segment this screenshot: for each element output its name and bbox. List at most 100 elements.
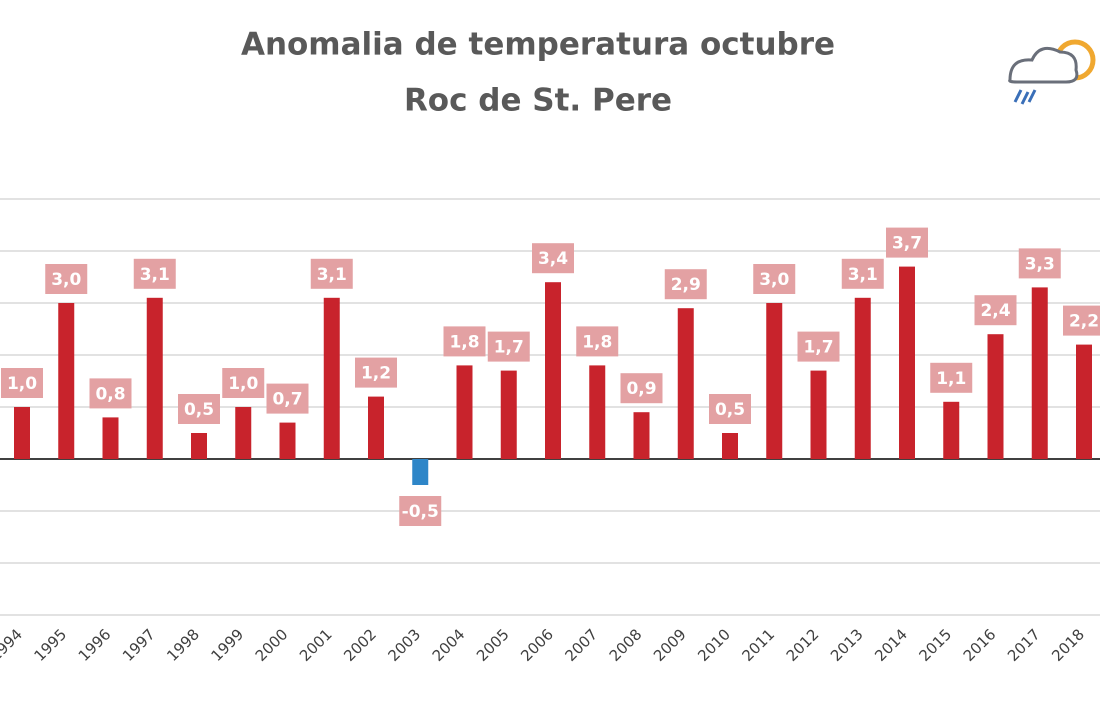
x-tick-label: 2015	[916, 625, 956, 665]
value-label: 1,0	[7, 374, 37, 394]
x-tick-label: 2013	[827, 625, 867, 665]
bar	[987, 334, 1004, 459]
x-tick-label: 2018	[1048, 625, 1088, 665]
value-label: 0,9	[626, 379, 656, 399]
value-label-box	[532, 243, 574, 274]
value-label-box	[1063, 305, 1100, 336]
x-tick-label: 2006	[517, 625, 557, 665]
x-tick-label: 2016	[960, 625, 1000, 665]
value-label-box	[797, 331, 840, 362]
value-label: 3,1	[140, 265, 170, 285]
value-label-box	[45, 264, 88, 294]
value-label: 1,8	[449, 332, 479, 352]
value-label-box	[974, 295, 1017, 326]
value-label-box	[310, 258, 353, 289]
bar	[102, 417, 119, 459]
bar	[633, 412, 650, 459]
value-label: 1,7	[494, 338, 524, 358]
x-tick-label: 2003	[385, 625, 425, 665]
bar	[589, 365, 606, 459]
value-label-box	[709, 394, 751, 424]
value-label: 3,3	[1025, 254, 1055, 274]
bar	[323, 297, 340, 459]
value-label-box	[1018, 248, 1061, 279]
value-label: 2,4	[980, 301, 1010, 321]
value-label: 0,5	[715, 400, 745, 420]
x-tick-label: 2011	[739, 625, 779, 665]
value-label-box	[841, 258, 884, 289]
value-label-box	[89, 378, 132, 409]
x-tick-label: 1998	[163, 625, 203, 665]
bar	[456, 365, 473, 459]
bar	[854, 297, 871, 459]
x-tick-label: 2010	[694, 625, 734, 665]
value-label-box	[886, 227, 928, 258]
value-label-box	[576, 326, 619, 357]
bar	[412, 459, 429, 485]
x-tick-label: 2008	[606, 625, 646, 665]
value-label-box	[178, 394, 220, 424]
x-tick-label: 2004	[429, 625, 469, 665]
bar	[722, 433, 738, 459]
x-tick-label: 2012	[783, 625, 823, 665]
bar	[899, 266, 915, 459]
chart-title: Anomalia de temperatura octubre	[241, 27, 835, 63]
x-tick-label: 1996	[75, 625, 115, 665]
x-tick-label: 2005	[473, 625, 513, 665]
bar	[1076, 344, 1092, 459]
value-label: 3,0	[759, 270, 789, 290]
x-tick-label: 2002	[340, 625, 380, 665]
value-label-box	[753, 264, 796, 294]
value-label-box	[1, 368, 43, 398]
bar	[1031, 287, 1048, 459]
value-label-box	[443, 326, 486, 357]
x-tick-label: 2017	[1004, 625, 1044, 665]
value-label-box	[930, 362, 973, 393]
bar	[766, 303, 783, 459]
value-label-box	[266, 383, 309, 414]
chart-subtitle: Roc de St. Pere	[404, 83, 672, 119]
value-label-box	[133, 258, 176, 289]
value-label: 3,1	[848, 265, 878, 285]
value-label: 0,7	[272, 390, 302, 410]
value-label: -0,5	[402, 502, 439, 522]
value-label-box	[487, 331, 530, 362]
value-label: 1,7	[803, 338, 833, 358]
bar	[14, 407, 30, 459]
bar	[146, 297, 163, 459]
value-label: 3,0	[51, 270, 81, 290]
value-label: 2,2	[1069, 312, 1099, 332]
bar	[58, 303, 75, 459]
value-label: 3,7	[892, 234, 922, 254]
value-label: 1,2	[361, 364, 391, 384]
value-label-box	[355, 357, 397, 388]
bar	[368, 396, 384, 459]
x-tick-label: 2001	[296, 625, 336, 665]
bar	[943, 401, 960, 459]
bar	[191, 433, 207, 459]
value-label: 2,9	[671, 275, 701, 295]
bar	[279, 422, 296, 459]
bar	[545, 282, 561, 459]
x-tick-label: 2014	[871, 625, 911, 665]
value-label-box	[222, 368, 265, 398]
x-tick-label: 1994	[0, 625, 26, 665]
bar	[235, 407, 252, 459]
value-label-box	[399, 496, 442, 526]
bar	[677, 308, 694, 459]
x-tick-label: 2000	[252, 625, 292, 665]
x-tick-label: 1997	[119, 625, 159, 665]
bar	[500, 370, 517, 459]
value-label: 0,5	[184, 400, 214, 420]
value-label-box	[620, 373, 663, 404]
x-tick-label: 1999	[208, 625, 248, 665]
x-tick-label: 1995	[31, 625, 71, 665]
value-label-box	[664, 269, 707, 300]
bar	[810, 370, 827, 459]
value-label: 1,0	[228, 374, 258, 394]
value-label: 0,8	[95, 384, 125, 404]
x-tick-label: 2007	[562, 625, 602, 665]
value-label: 3,1	[317, 265, 347, 285]
x-tick-label: 2009	[650, 625, 690, 665]
